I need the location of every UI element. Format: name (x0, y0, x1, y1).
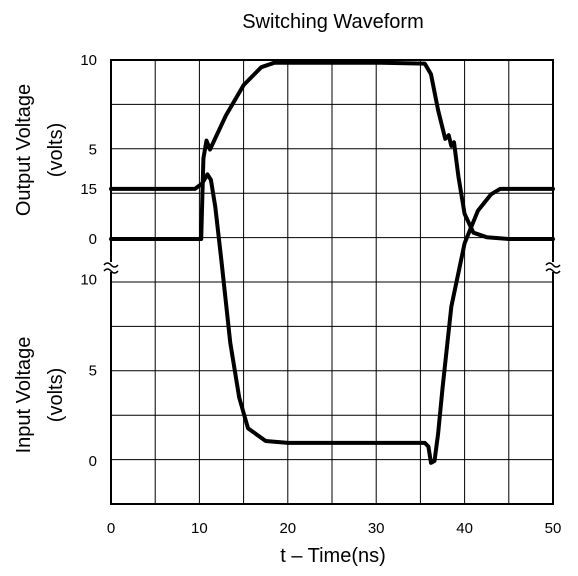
axis-break-marks (103, 262, 561, 274)
output-voltage-axis-title: Output Voltage (volts) (13, 84, 67, 216)
input-y-tick-label: 15 (80, 181, 97, 198)
plot-traces (109, 60, 555, 465)
tick-labels: 0 10 20 30 40 50 0 5 10 0 5 10 15 (80, 52, 561, 537)
axis-break-mark (545, 262, 561, 268)
axis-break-mark (103, 268, 119, 274)
x-tick-label: 40 (456, 520, 473, 537)
x-tick-label: 20 (279, 520, 296, 537)
axis-break-mark (545, 268, 561, 274)
output-voltage-trace (109, 60, 555, 241)
input-voltage-unit: (volts) (45, 368, 67, 422)
input-y-tick-label: 0 (89, 453, 97, 470)
output-y-tick-label: 5 (89, 142, 97, 159)
input-voltage-label: Input Voltage (13, 337, 35, 454)
x-tick-label: 50 (545, 520, 562, 537)
input-voltage-trace (109, 172, 555, 465)
output-voltage-unit: (volts) (45, 123, 67, 177)
grid (111, 60, 553, 504)
plot-frame (110, 59, 554, 505)
input-voltage-axis-title: Input Voltage (volts) (13, 337, 67, 454)
x-tick-label: 30 (368, 520, 385, 537)
axis-break-mark (103, 262, 119, 268)
axis-break-gap (547, 262, 559, 272)
chart-title: Switching Waveform (242, 11, 424, 33)
x-axis-title: t – Time(ns) (280, 545, 386, 567)
x-tick-label: 10 (191, 520, 208, 537)
input-y-tick-label: 5 (89, 362, 97, 379)
output-y-tick-label: 0 (89, 231, 97, 248)
output-y-tick-label: 10 (80, 52, 97, 69)
output-voltage-label: Output Voltage (13, 84, 35, 216)
x-tick-label: 0 (107, 520, 115, 537)
input-y-tick-label: 10 (80, 272, 97, 289)
axis-break-gap (105, 262, 117, 272)
